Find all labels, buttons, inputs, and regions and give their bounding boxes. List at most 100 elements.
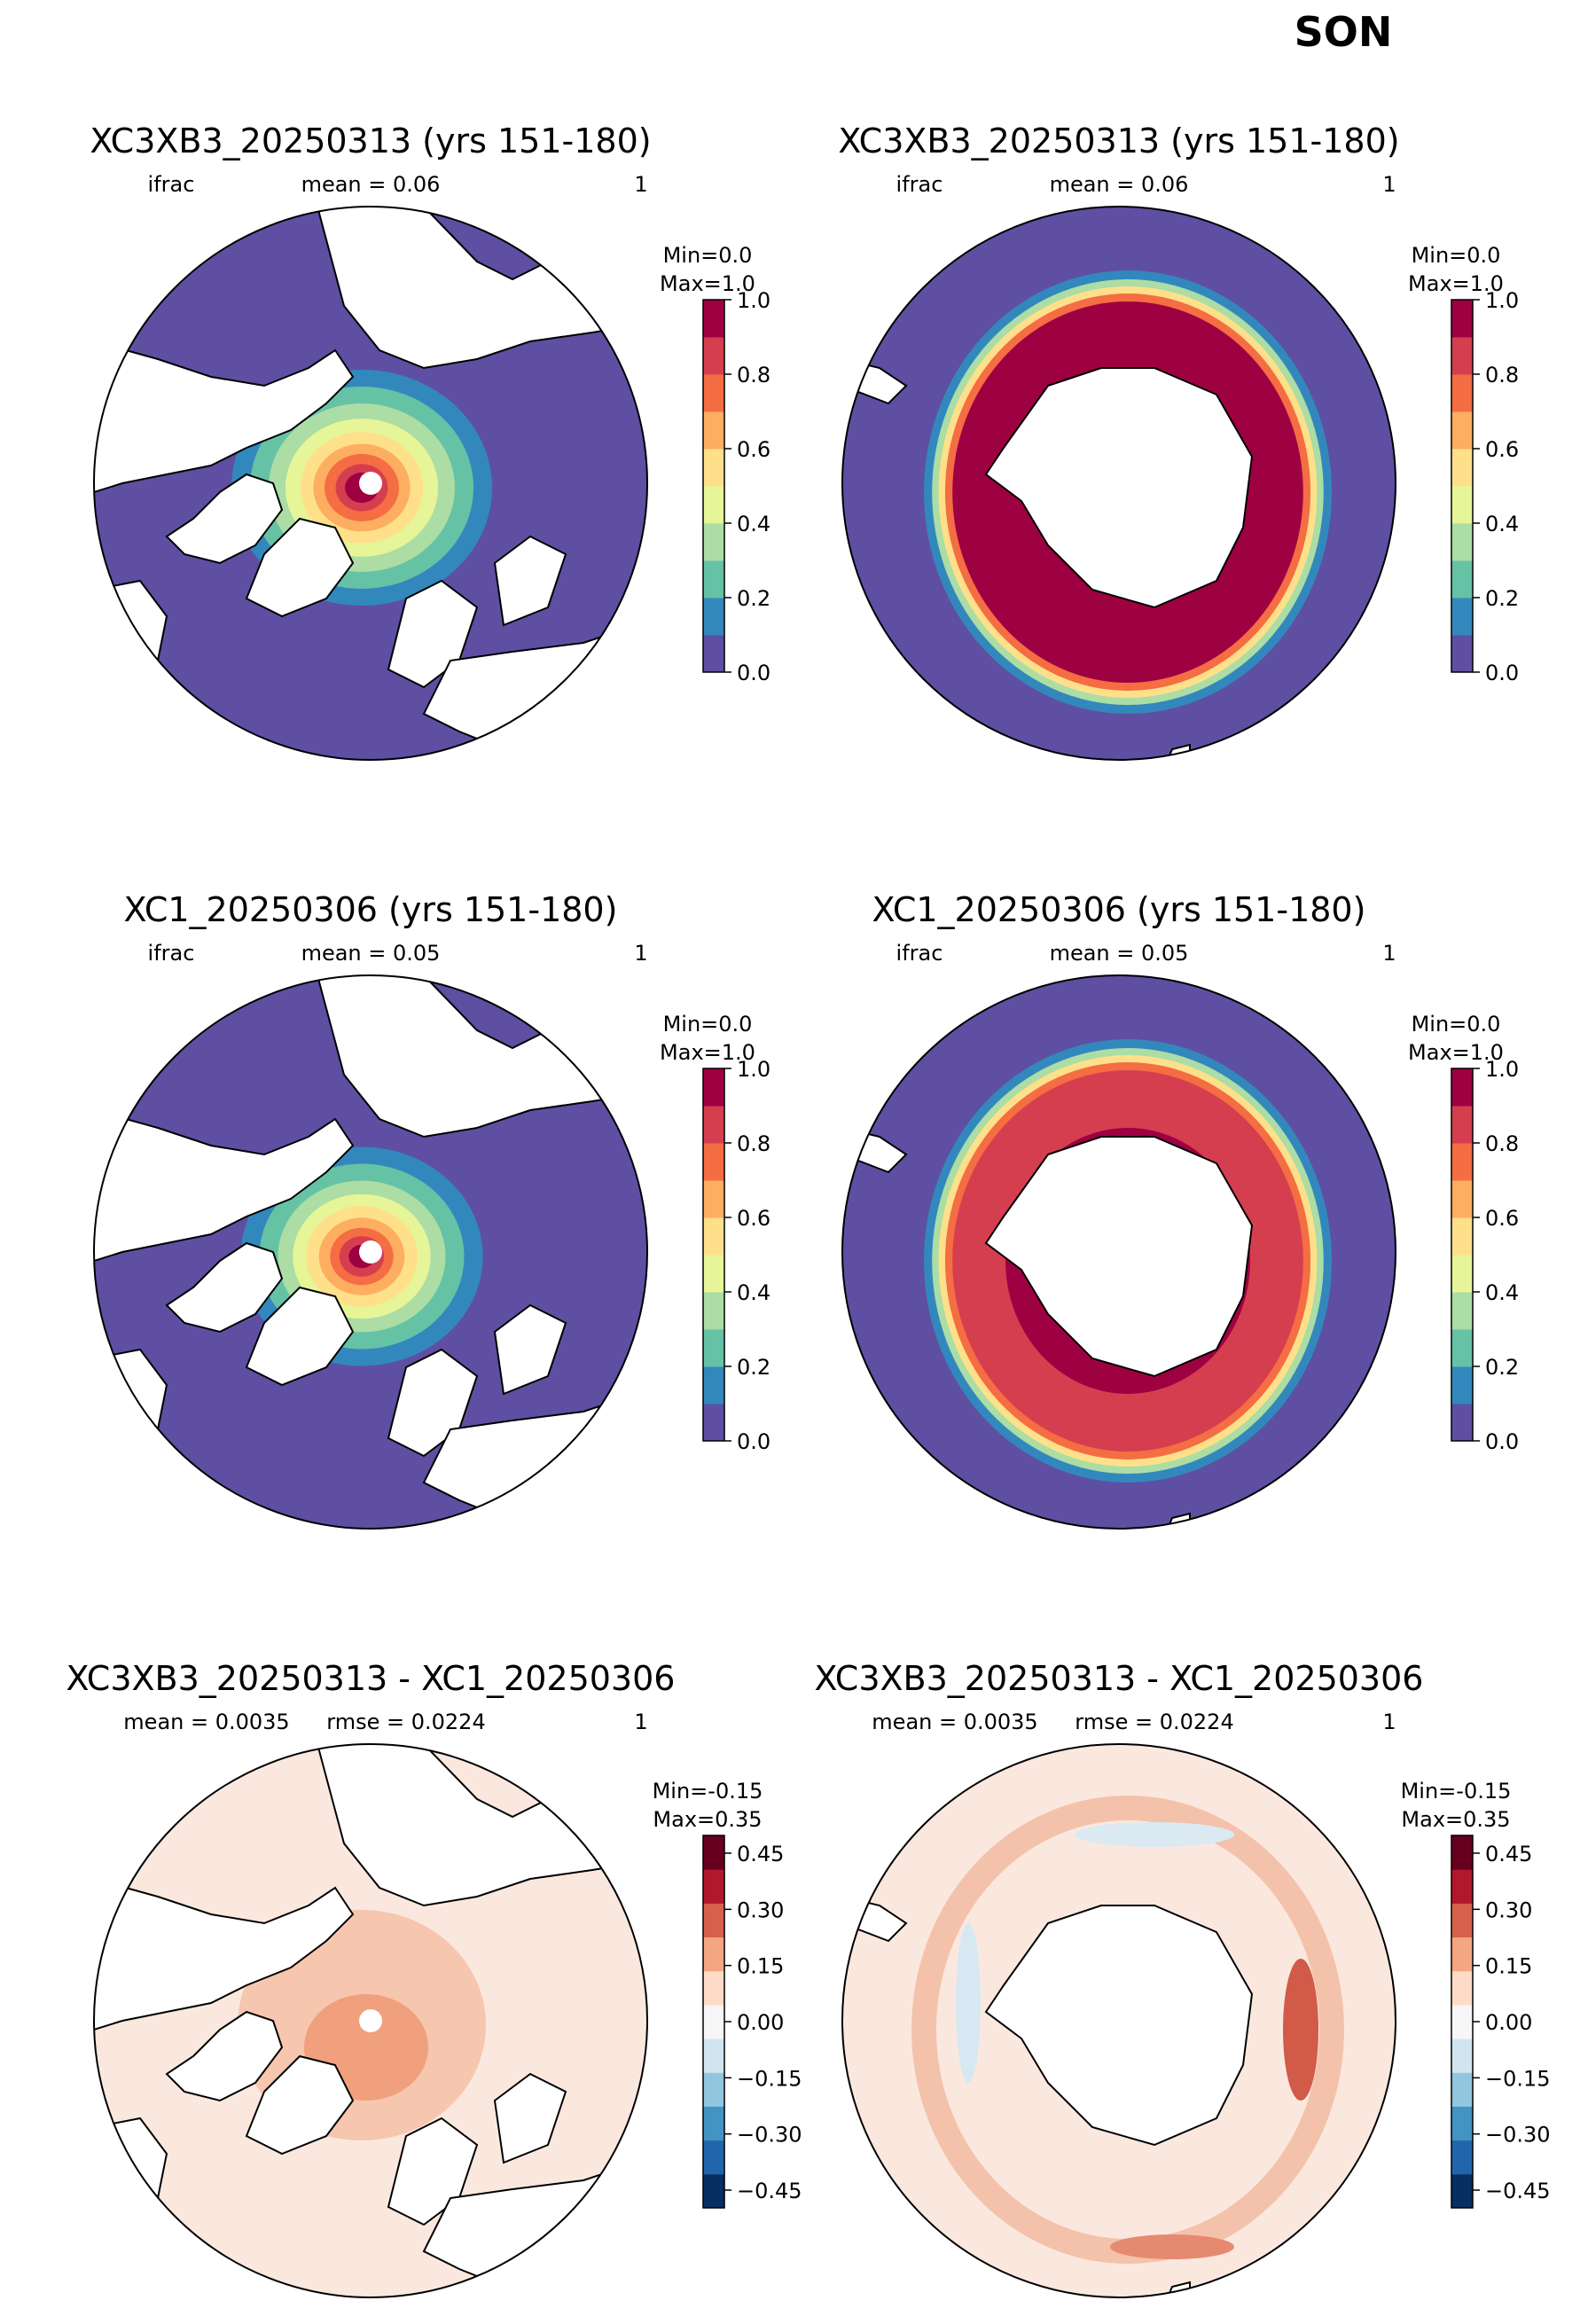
- diff-band: [956, 1923, 981, 2083]
- colorbar-segment: [1451, 523, 1473, 561]
- colorbar-segment: [703, 1292, 724, 1330]
- subtitle-right: 1: [634, 1710, 647, 1734]
- land-mass: [245, 517, 355, 618]
- colorbar-tick-label: 0.8: [1485, 363, 1519, 387]
- subtitle-right: 1: [634, 172, 647, 197]
- colorbar-tick-label: 0.00: [737, 2010, 784, 2035]
- colorbar-tick-label: 0.4: [737, 512, 770, 536]
- colorbar-segment: [703, 1835, 724, 1870]
- colorbar-max-label: Max=1.0: [1408, 271, 1504, 296]
- colorbar-segment: [703, 523, 724, 561]
- map-boundary: [93, 974, 648, 1530]
- colorbar-tick-label: −0.15: [737, 2066, 802, 2091]
- pole-marker: [359, 472, 382, 495]
- map-boundary: [93, 206, 648, 761]
- subtitle-left: ifrac: [148, 172, 195, 197]
- subtitle-right: 1: [1382, 1710, 1396, 1734]
- pole-marker: [359, 2009, 382, 2032]
- subtitle-mid: mean = 0.05: [1050, 941, 1189, 966]
- colorbar-segment: [1451, 486, 1473, 524]
- colorbar-tick-label: 0.6: [1485, 1206, 1519, 1231]
- colorbar-segment: [703, 486, 724, 524]
- panel-title: XC3XB3_20250313 (yrs 151-180): [90, 121, 651, 160]
- subtitle-left: ifrac: [896, 941, 943, 966]
- colorbar-tick-label: −0.45: [737, 2179, 802, 2203]
- colorbar-segment: [1451, 1970, 1473, 2006]
- colorbar-max-label: Max=1.0: [660, 271, 755, 296]
- diff-band: [1110, 2234, 1234, 2259]
- colorbar-segment: [703, 1366, 724, 1405]
- season-title: SON: [1295, 8, 1393, 56]
- map-boundary: [841, 1743, 1396, 2298]
- land-mass: [165, 2010, 284, 2102]
- panel-title: XC3XB3_20250313 - XC1_20250306: [815, 1659, 1424, 1698]
- colorbar-frame: [702, 1068, 725, 1442]
- colorbar-tick-label: 0.2: [737, 586, 770, 611]
- land-mass: [245, 1286, 355, 1387]
- colorbar-segment: [703, 374, 724, 412]
- colorbar-segment: [1451, 1903, 1473, 1938]
- pole-marker: [359, 1240, 382, 1264]
- colorbar-tick-label: 0.00: [1485, 2010, 1532, 2035]
- colorbar-min-label: Min=-0.15: [653, 1779, 763, 1804]
- colorbar-tick-label: 0.15: [737, 1954, 784, 1979]
- colorbar-segment: [703, 2038, 724, 2073]
- colorbar-segment: [1451, 449, 1473, 487]
- colorbar-segment: [703, 1255, 724, 1293]
- colorbar-max-label: Max=1.0: [1408, 1040, 1504, 1065]
- map-boundary: [841, 206, 1396, 761]
- colorbar-segment: [1451, 1292, 1473, 1330]
- subtitle-right: 1: [634, 941, 647, 966]
- map-area: [94, 975, 647, 1529]
- colorbar-segment: [1451, 300, 1473, 338]
- land-mass: [984, 1905, 1254, 2147]
- colorbar-segment: [1451, 1255, 1473, 1293]
- colorbar-frame: [1451, 1068, 1474, 1442]
- colorbar-min-label: Min=-0.15: [1401, 1779, 1512, 1804]
- colorbar-tick-label: 0.2: [1485, 586, 1519, 611]
- colorbar-tick-label: 0.8: [737, 363, 770, 387]
- land-mass: [94, 1108, 355, 1263]
- colorbar-tick-label: 0.15: [1485, 1954, 1532, 1979]
- colorbar-segment: [1451, 1937, 1473, 1972]
- colorbar-tick-label: 0.0: [1485, 661, 1519, 685]
- land-mass: [94, 1877, 355, 2031]
- colorbar-tick-label: 0.0: [737, 661, 770, 685]
- colorbar-segment: [703, 2173, 724, 2209]
- land-mass: [165, 1241, 284, 1334]
- land-mass: [316, 975, 647, 1139]
- subtitle-right: 1: [1382, 941, 1396, 966]
- arctic-panel-2: XC1_20250306 (yrs 151-180) ifrac mean = 0.…: [93, 890, 770, 1530]
- map-boundary: [841, 974, 1396, 1530]
- colorbar-segment: [703, 411, 724, 450]
- panel-title: XC3XB3_20250313 - XC1_20250306: [66, 1659, 676, 1698]
- land-mass: [493, 1303, 567, 1396]
- subtitle-right: 1: [1382, 172, 1396, 197]
- colorbar-segment: [703, 635, 724, 673]
- colorbar-segment: [703, 1068, 724, 1107]
- colorbar-segment: [1451, 2173, 1473, 2209]
- map-area: [94, 1744, 647, 2297]
- colorbar-segment: [703, 1180, 724, 1218]
- colorbar-tick-label: 0.45: [1485, 1842, 1532, 1866]
- land-mass: [94, 340, 355, 494]
- colorbar-segment: [1451, 374, 1473, 412]
- panel-title: XC3XB3_20250313 (yrs 151-180): [838, 121, 1399, 160]
- colorbar-tick-label: 1.0: [1485, 288, 1519, 313]
- colorbar-segment: [703, 337, 724, 375]
- colorbar-segment: [1451, 1106, 1473, 1144]
- colorbar-segment: [703, 2106, 724, 2141]
- colorbar-segment: [1451, 2140, 1473, 2175]
- colorbar-tick-label: −0.30: [1485, 2123, 1551, 2148]
- land-mass: [984, 1136, 1254, 1378]
- colorbar-min-label: Min=0.0: [1412, 243, 1501, 268]
- colorbar-tick-label: 0.6: [737, 1206, 770, 1231]
- subtitle-mid: mean = 0.06: [1050, 172, 1189, 197]
- colorbar-segment: [703, 1217, 724, 1256]
- panel-title: XC1_20250306 (yrs 151-180): [124, 890, 618, 929]
- colorbar-segment: [703, 1970, 724, 2006]
- colorbar-segment: [1451, 1143, 1473, 1181]
- antarctic-panel-2: XC1_20250306 (yrs 151-180) ifrac mean = 0.…: [841, 890, 1519, 1530]
